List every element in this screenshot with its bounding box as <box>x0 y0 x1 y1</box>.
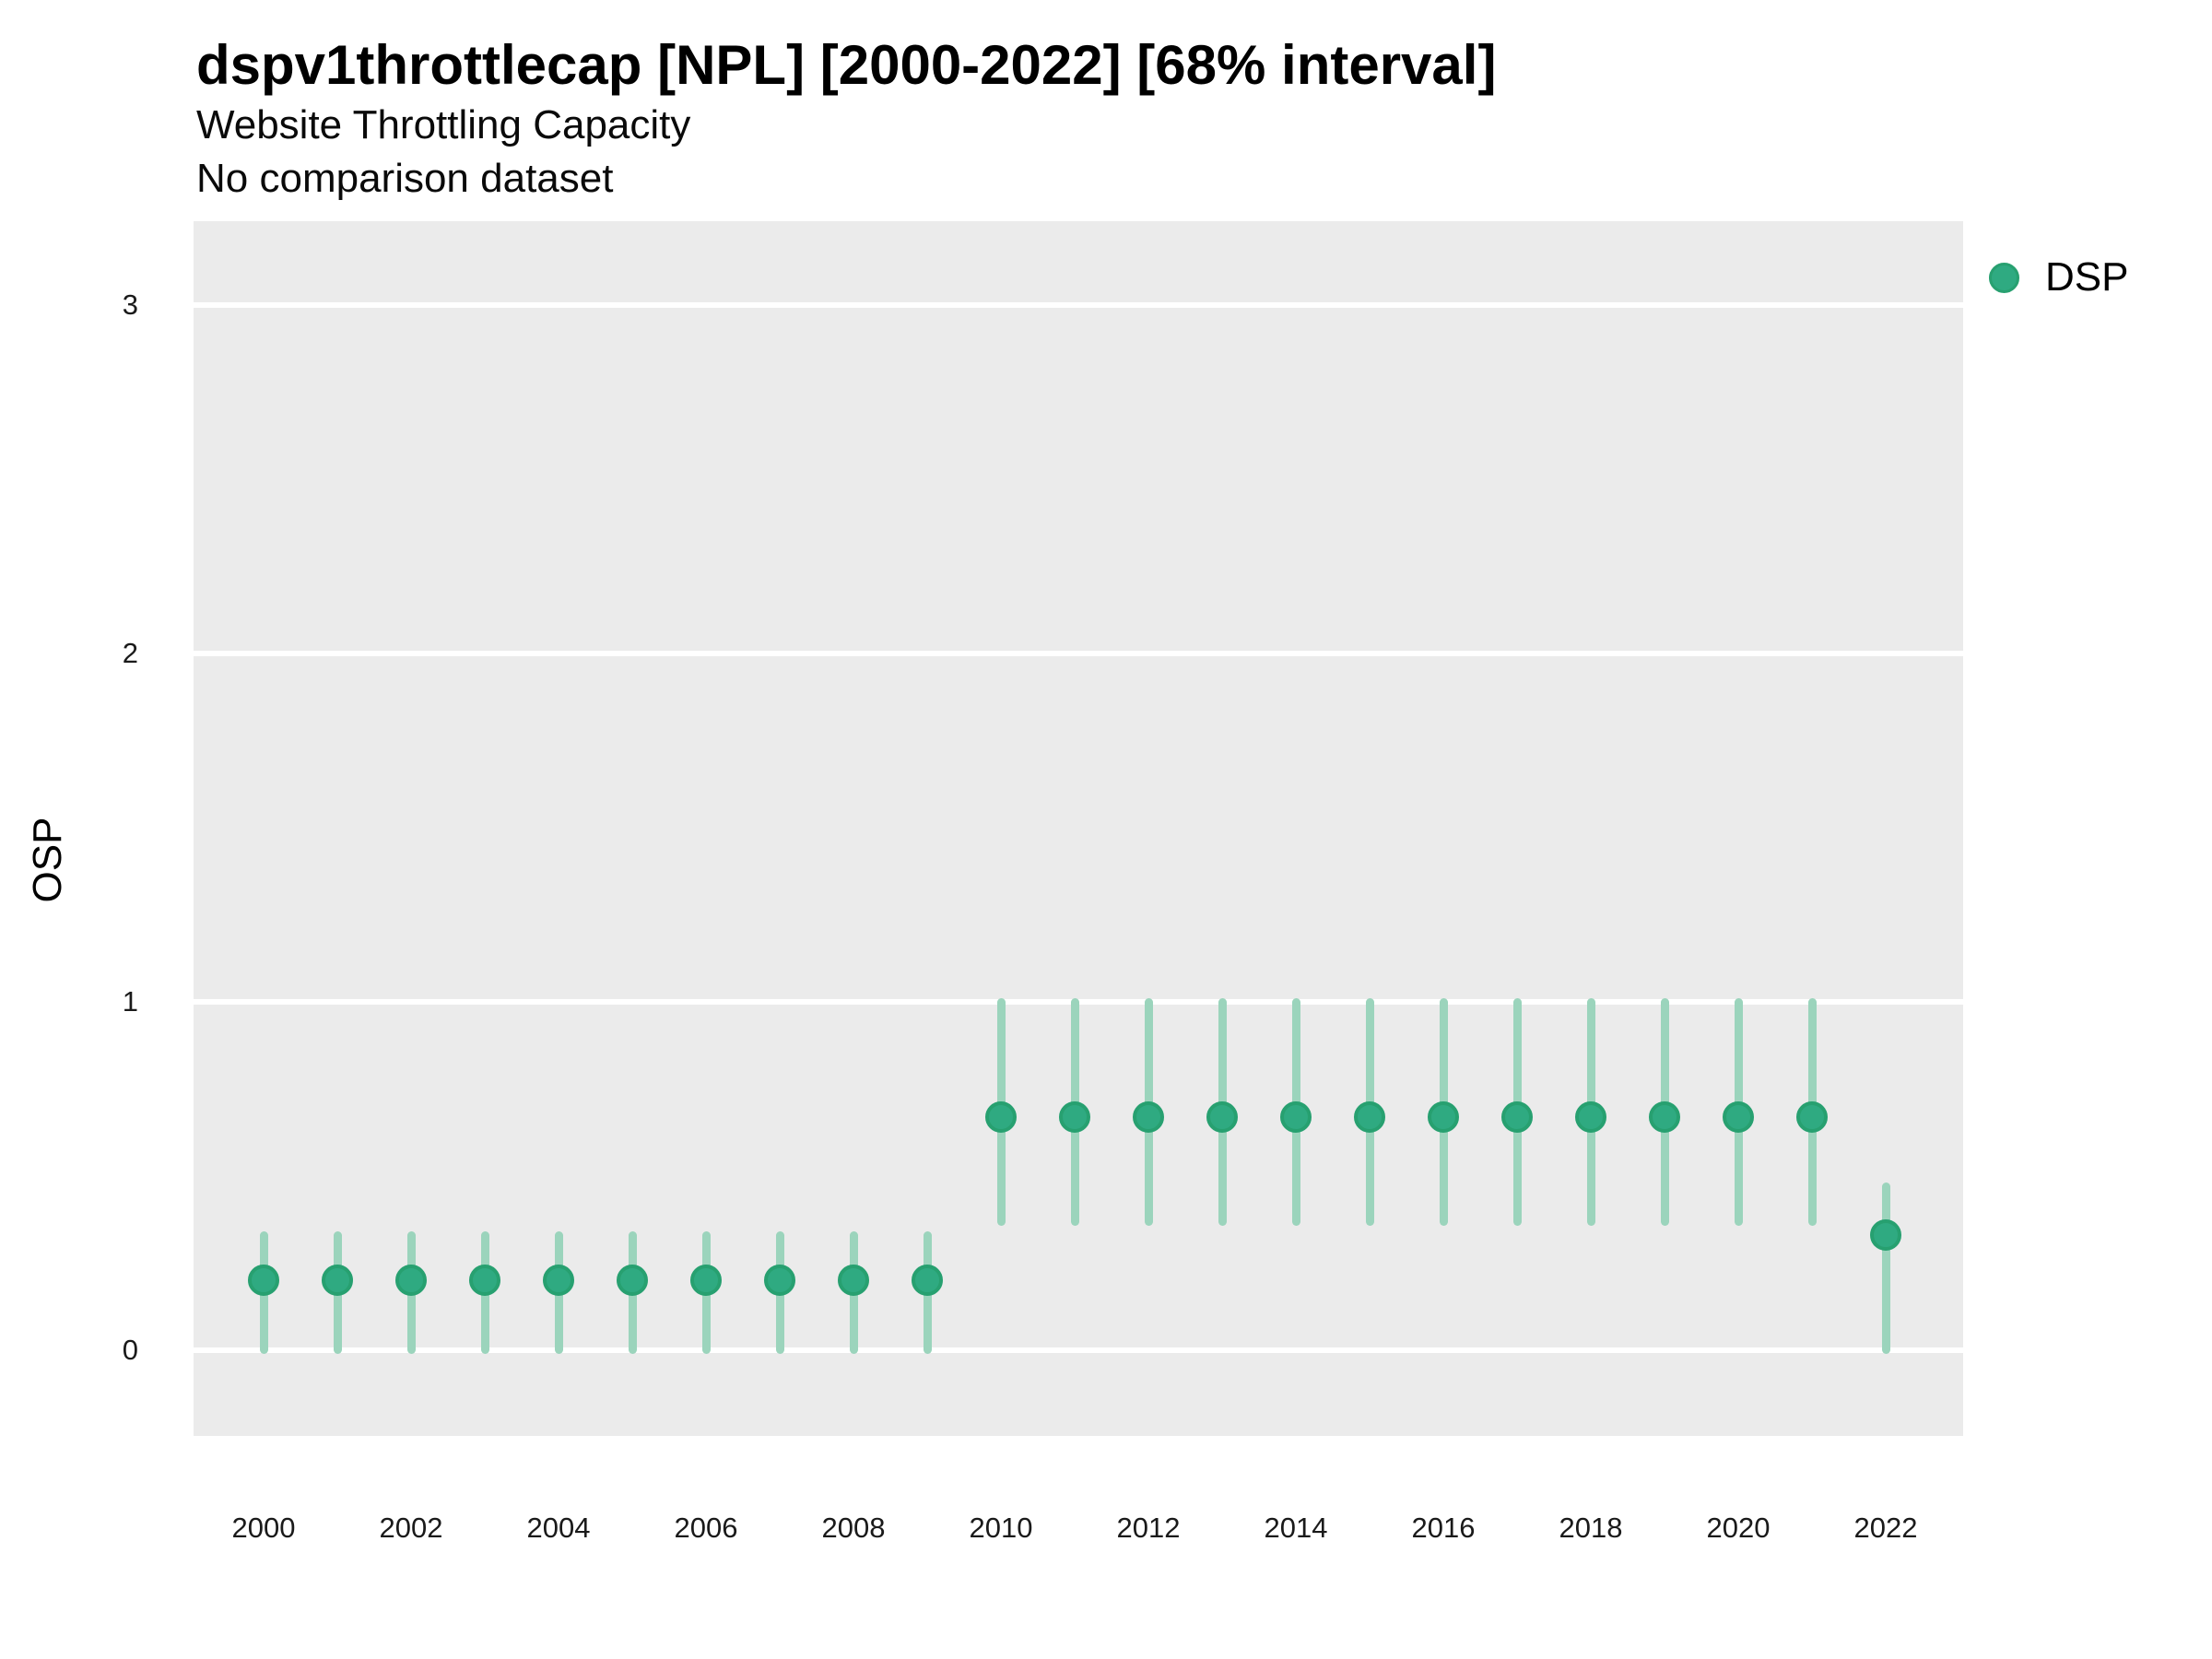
y-tick-label-2: 2 <box>122 637 138 669</box>
data-point-2014 <box>1280 1100 1312 1133</box>
data-point-2005 <box>617 1265 648 1297</box>
gridline-y-2 <box>194 651 1963 656</box>
x-tick-label-2004: 2004 <box>526 1512 591 1544</box>
interval-bar-2022 <box>1881 1182 1890 1355</box>
legend: DSP <box>1989 256 2128 299</box>
plot-panel <box>194 221 1963 1436</box>
chart-title: dspv1throttlecap [NPL] [2000-2022] [68% … <box>196 34 1497 96</box>
data-point-2010 <box>985 1100 1017 1133</box>
y-tick-label-1: 1 <box>122 985 138 1018</box>
legend-label-dsp: DSP <box>2045 254 2129 300</box>
data-point-2007 <box>764 1265 795 1297</box>
x-tick-label-2018: 2018 <box>1559 1512 1623 1544</box>
y-tick-label-3: 3 <box>122 288 138 321</box>
y-tick-label-0: 0 <box>122 1334 138 1366</box>
x-tick-label-2000: 2000 <box>231 1512 296 1544</box>
x-tick-label-2016: 2016 <box>1411 1512 1476 1544</box>
gridline-y-0 <box>194 1347 1963 1353</box>
data-point-2013 <box>1206 1100 1238 1133</box>
chart-subtitle: Website Throttling Capacity <box>196 102 691 147</box>
y-axis-title: OSP <box>25 817 70 903</box>
data-point-2002 <box>395 1265 427 1297</box>
data-point-2016 <box>1428 1100 1459 1133</box>
data-point-2000 <box>248 1265 279 1297</box>
data-point-2003 <box>469 1265 500 1297</box>
x-tick-label-2008: 2008 <box>821 1512 886 1544</box>
x-tick-label-2020: 2020 <box>1706 1512 1771 1544</box>
x-tick-label-2022: 2022 <box>1853 1512 1918 1544</box>
x-tick-label-2012: 2012 <box>1116 1512 1181 1544</box>
x-tick-label-2010: 2010 <box>969 1512 1033 1544</box>
x-tick-label-2002: 2002 <box>379 1512 443 1544</box>
data-point-2021 <box>1796 1100 1828 1133</box>
data-point-2015 <box>1354 1100 1385 1133</box>
data-point-2004 <box>543 1265 574 1297</box>
legend-dsp-circle-icon <box>1989 262 2019 293</box>
data-point-2006 <box>690 1265 722 1297</box>
data-point-2017 <box>1501 1100 1533 1133</box>
data-point-2009 <box>912 1265 943 1297</box>
data-point-2022 <box>1870 1219 1901 1252</box>
x-tick-label-2006: 2006 <box>674 1512 738 1544</box>
x-tick-label-2014: 2014 <box>1264 1512 1328 1544</box>
data-point-2018 <box>1575 1100 1606 1133</box>
data-point-2019 <box>1649 1100 1680 1133</box>
data-point-2008 <box>838 1265 869 1297</box>
data-point-2011 <box>1059 1100 1090 1133</box>
chart-comparison-note: No comparison dataset <box>196 156 614 201</box>
data-point-2012 <box>1133 1100 1164 1133</box>
data-point-2001 <box>322 1265 353 1297</box>
gridline-y-3 <box>194 302 1963 308</box>
data-point-2020 <box>1723 1100 1754 1133</box>
